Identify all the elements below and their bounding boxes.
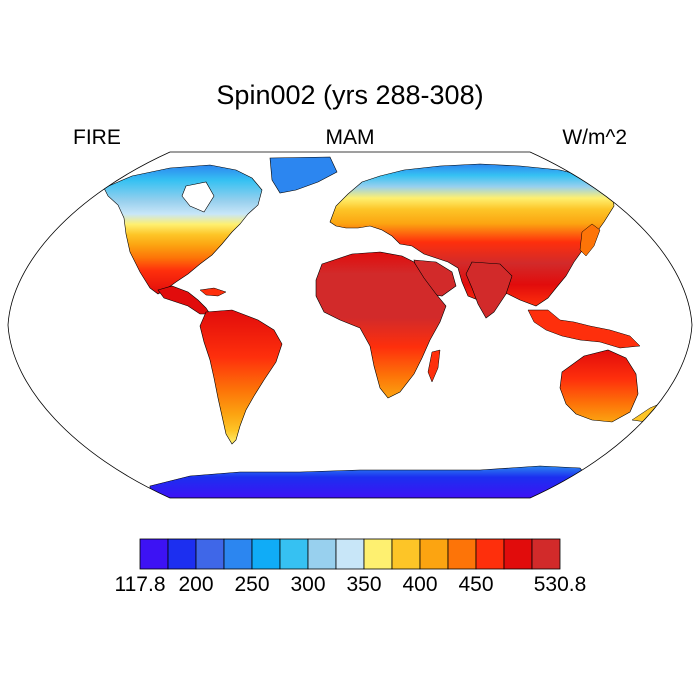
colorbar-box	[335, 538, 365, 570]
japan	[579, 223, 601, 257]
greenland	[269, 156, 338, 194]
colorbar-tick-label: 300	[290, 573, 326, 596]
colorbar-box	[223, 538, 253, 570]
colorbar-box	[447, 538, 477, 570]
madagascar	[427, 349, 441, 383]
colorbar-box	[279, 538, 309, 570]
caribbean-islands	[199, 287, 227, 297]
africa	[315, 251, 447, 399]
colorbar-box	[363, 538, 393, 570]
colorbar-box	[391, 538, 421, 570]
colorbar-box	[251, 538, 281, 570]
eurasia	[329, 163, 615, 307]
colorbar-box	[307, 538, 337, 570]
colorbar-tick-label: 117.8	[114, 573, 166, 596]
plot-title: Spin002 (yrs 288-308)	[216, 80, 484, 110]
colorbar-box	[419, 538, 449, 570]
colorbar-box	[195, 538, 225, 570]
india	[465, 261, 513, 319]
maritime-southeast-asia	[527, 309, 641, 349]
colorbar-box	[475, 538, 505, 570]
south-america	[199, 309, 283, 445]
variable-label: FIRE	[73, 126, 121, 149]
colorbar-box	[139, 538, 169, 570]
season-label: MAM	[325, 126, 375, 149]
colorbar-tick-label: 350	[346, 573, 382, 596]
units-label: W/m^2	[562, 126, 627, 149]
australia	[559, 349, 639, 423]
north-america	[103, 164, 263, 295]
colorbar-tick-label: 450	[458, 573, 494, 596]
colorbar-tick-label: 400	[402, 573, 438, 596]
colorbar-tick-label: 250	[234, 573, 270, 596]
colorbar-box	[531, 538, 561, 570]
antarctica	[149, 465, 591, 498]
colorbar-tick-label: 200	[178, 573, 214, 596]
map-frame	[7, 151, 693, 499]
hudson-bay	[181, 181, 215, 213]
colorbar-box	[503, 538, 533, 570]
colorbar-tick-label: 530.8	[533, 573, 587, 596]
colorbar-box	[167, 538, 197, 570]
